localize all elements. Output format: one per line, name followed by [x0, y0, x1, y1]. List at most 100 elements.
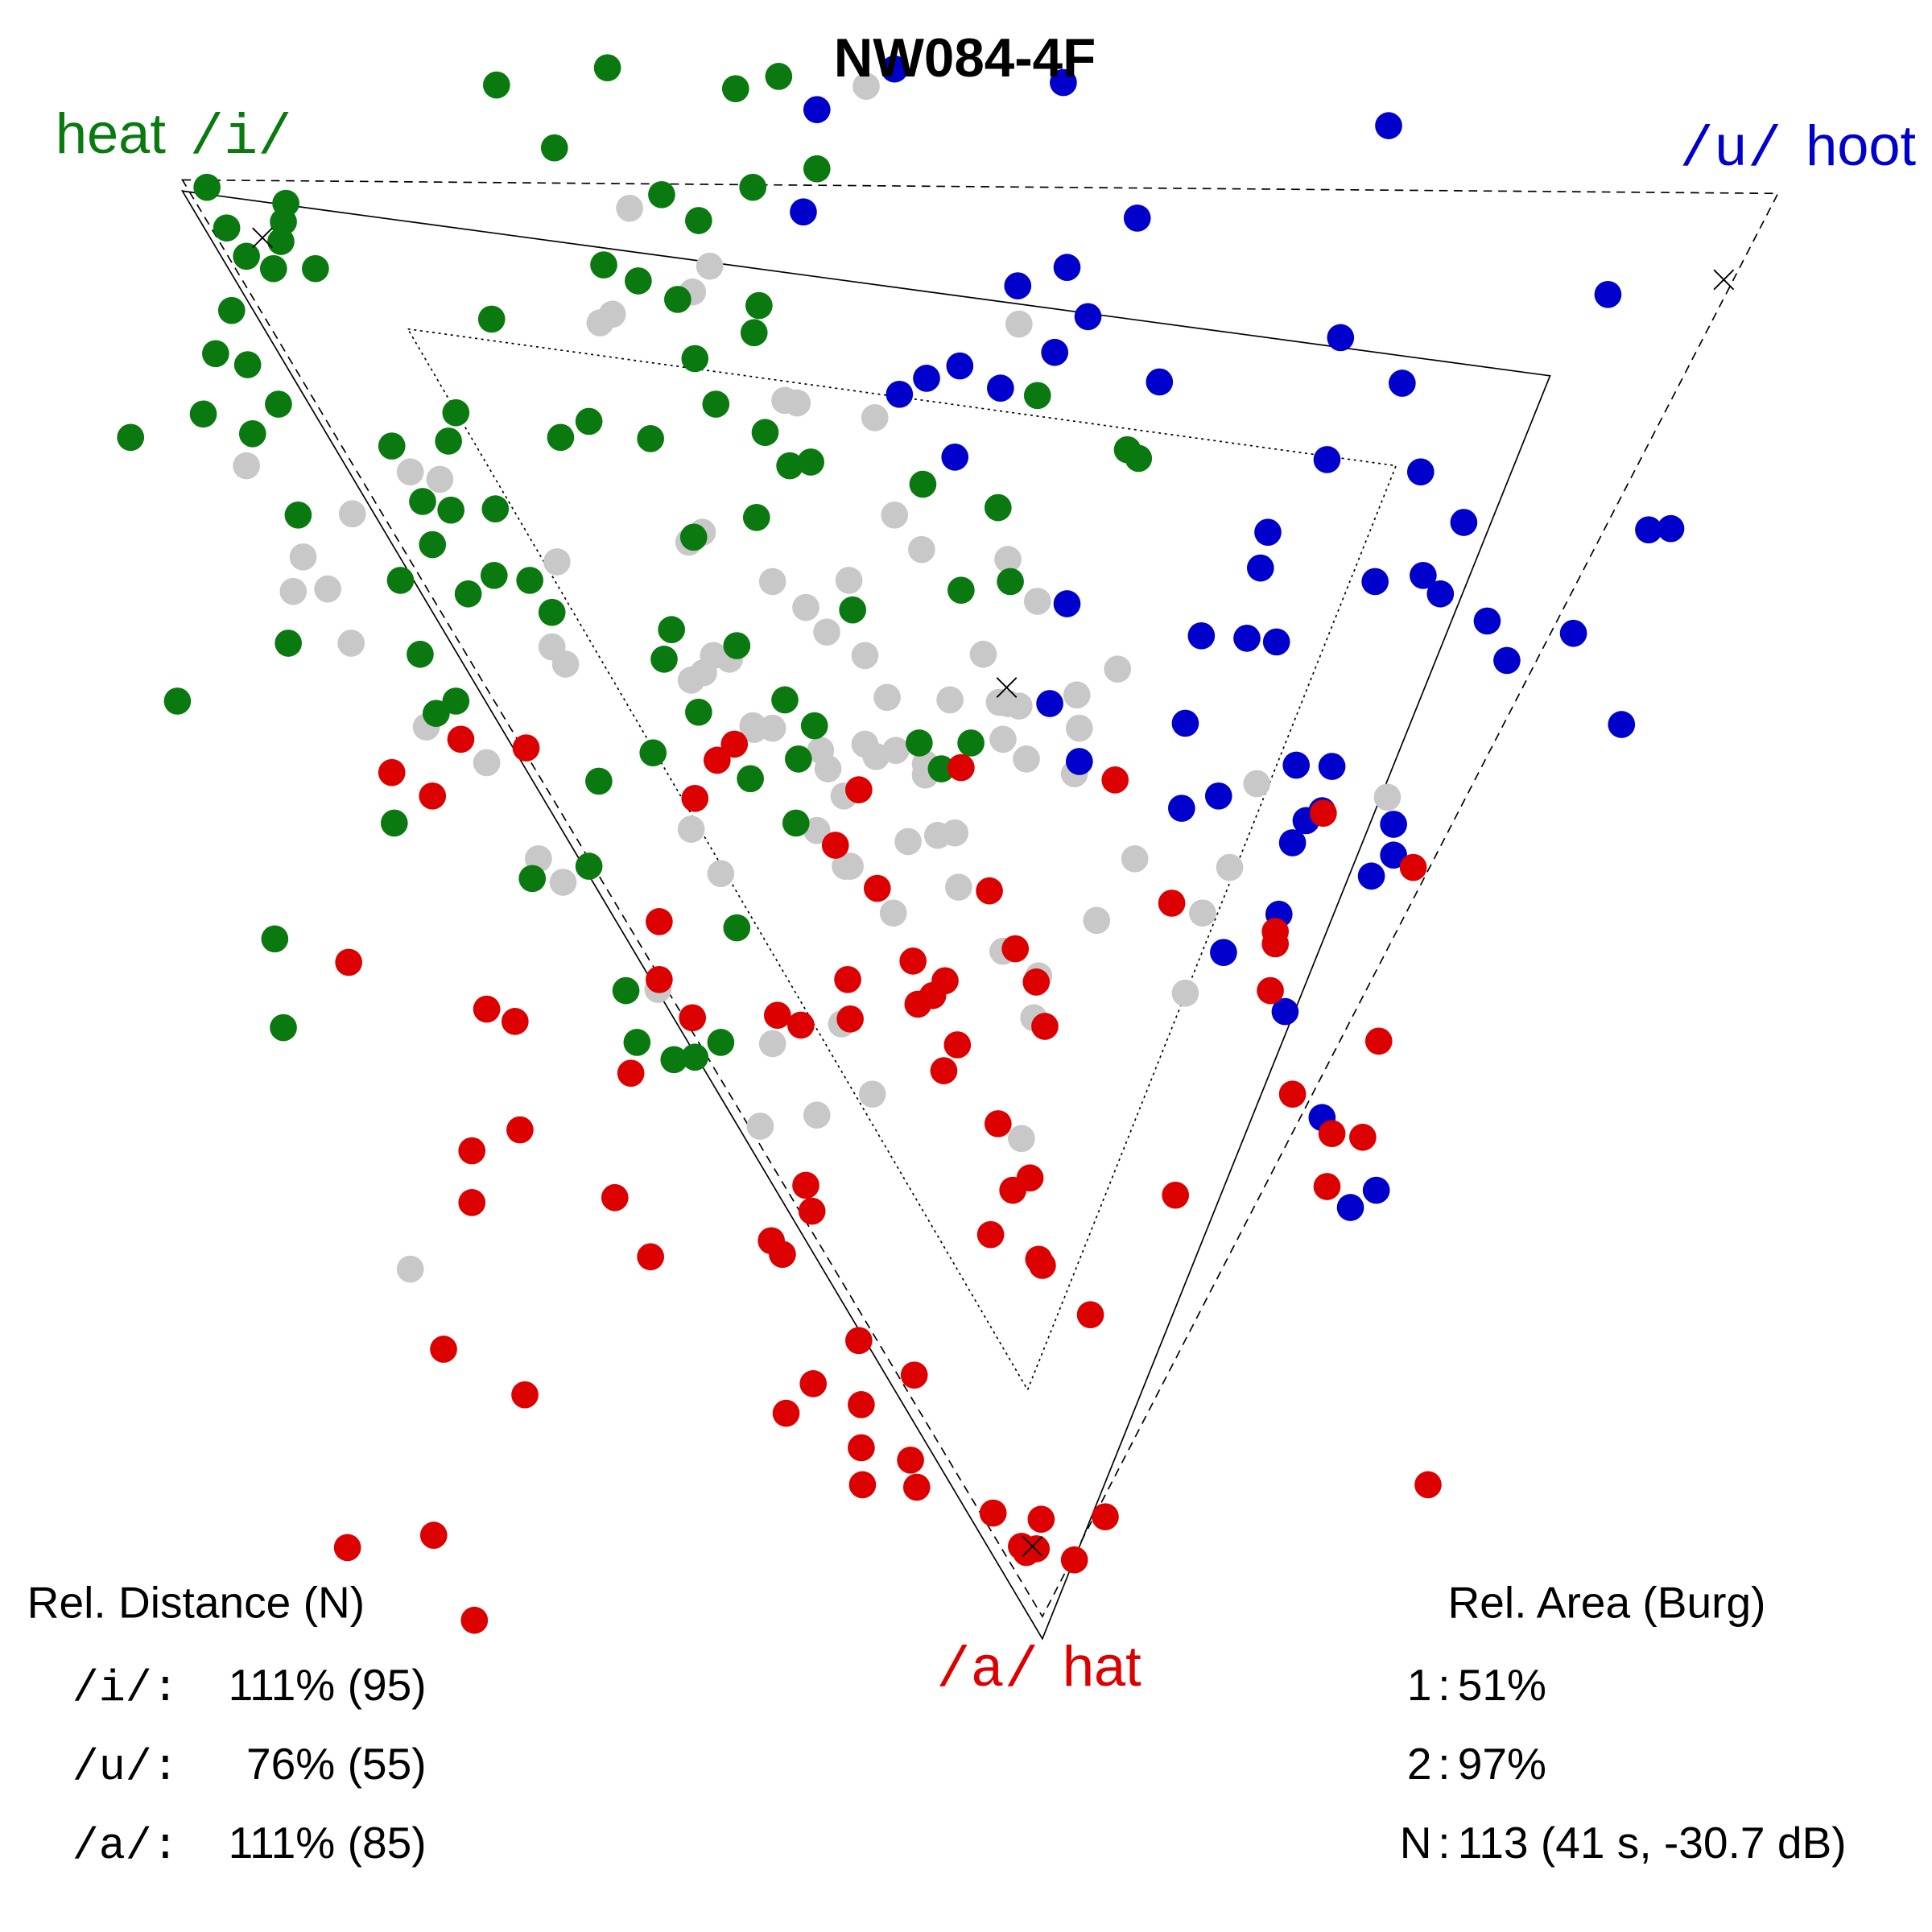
series-a-points	[333, 725, 1442, 1634]
point-i-22	[625, 267, 652, 295]
point-i-43	[481, 495, 510, 522]
point-u-11	[1327, 324, 1355, 352]
point-a-31	[787, 1011, 815, 1039]
point-a-51	[1076, 1301, 1104, 1328]
point-other-37	[337, 630, 365, 657]
point-u-42	[1282, 751, 1311, 779]
rel-distance-panel: Rel. Distance (N) /i/: 111% (95) /u/: 76…	[27, 1578, 427, 1872]
point-a-6	[681, 785, 709, 812]
point-i-83	[723, 914, 751, 942]
point-i-79	[742, 504, 770, 531]
point-a-3	[419, 782, 447, 810]
point-u-32	[1608, 711, 1636, 738]
point-other-5	[598, 300, 626, 328]
point-a-36	[930, 1057, 958, 1084]
point-a-18	[976, 877, 1003, 905]
point-other-53	[989, 725, 1017, 753]
point-other-17	[543, 548, 571, 576]
point-i-12	[302, 254, 329, 283]
point-other-68	[1121, 845, 1149, 873]
point-i-89	[681, 1043, 709, 1071]
point-i-51	[275, 630, 302, 657]
point-other-27	[813, 618, 840, 646]
point-i-9	[267, 228, 295, 255]
point-a-43	[1313, 1173, 1341, 1200]
point-a-50	[1029, 1252, 1056, 1279]
point-other-2	[696, 252, 724, 280]
point-a-78	[1060, 1546, 1088, 1574]
point-i-76	[1023, 382, 1051, 410]
rel-distance-value-a: 111% (85)	[229, 1818, 427, 1868]
point-u-37	[1036, 690, 1063, 717]
point-other-12	[426, 465, 454, 493]
point-other-8	[783, 389, 811, 417]
point-u-28	[1657, 514, 1685, 543]
point-i-4	[540, 134, 568, 162]
point-i-28	[745, 291, 773, 320]
point-i-44	[419, 530, 447, 559]
point-a-79	[1414, 1471, 1442, 1499]
point-i-33	[776, 452, 803, 480]
point-u-39	[1065, 748, 1093, 775]
point-u-38	[1171, 709, 1199, 737]
point-other-1	[616, 194, 643, 222]
point-a-59	[458, 1189, 486, 1216]
point-u-27	[1635, 516, 1662, 543]
point-a-42	[1349, 1123, 1377, 1151]
point-i-75	[909, 470, 937, 498]
point-i-63	[639, 739, 667, 767]
point-a-27	[473, 995, 501, 1023]
point-other-23	[908, 535, 935, 564]
point-i-88	[660, 1046, 688, 1074]
point-other-61	[677, 815, 705, 843]
point-a-1	[512, 734, 540, 762]
point-a-60	[506, 1116, 534, 1144]
point-a-56	[637, 1243, 664, 1271]
point-a-35	[943, 1031, 972, 1059]
point-i-73	[997, 568, 1024, 596]
point-a-70	[848, 1471, 877, 1499]
point-other-25	[1023, 588, 1051, 615]
rel-area-sep-1: :	[1438, 1660, 1450, 1710]
rel-area-key-2: 2	[1407, 1739, 1432, 1789]
point-i-78	[1125, 444, 1153, 473]
point-u-52	[1271, 997, 1299, 1026]
point-other-90	[396, 1255, 424, 1283]
point-u-36	[1262, 628, 1290, 656]
point-i-70	[957, 729, 985, 757]
point-u-54	[1362, 1176, 1390, 1204]
point-u-17	[987, 374, 1014, 402]
point-other-30	[1104, 655, 1132, 683]
point-u-26	[1426, 580, 1455, 608]
point-i-67	[782, 809, 810, 837]
point-u-34	[1187, 621, 1216, 650]
rel-distance-symbol-u: /u/:	[72, 1742, 179, 1793]
point-i-72	[947, 576, 975, 604]
point-u-3	[790, 198, 817, 226]
point-a-29	[679, 1004, 707, 1032]
point-i-20	[477, 305, 506, 333]
point-other-10	[233, 452, 260, 480]
point-i-37	[637, 425, 664, 452]
point-u-30	[1473, 607, 1501, 635]
vowel-center-markers	[252, 227, 1735, 1557]
point-other-88	[746, 1113, 774, 1140]
point-i-57	[685, 698, 712, 726]
point-i-32	[751, 419, 779, 447]
point-u-6	[1053, 254, 1081, 281]
vowel-triangles	[180, 179, 1780, 1641]
point-u-25	[1410, 561, 1437, 589]
point-a-44	[1162, 1181, 1190, 1209]
point-i-7	[270, 208, 297, 236]
point-i-14	[202, 340, 229, 368]
point-i-18	[117, 423, 145, 452]
point-i-27	[803, 155, 831, 183]
point-u-55	[1336, 1194, 1364, 1221]
point-a-66	[772, 1399, 800, 1427]
point-u-47	[1380, 811, 1407, 838]
point-i-80	[679, 523, 708, 551]
point-u-18	[941, 444, 969, 471]
point-u-46	[1278, 829, 1307, 857]
point-i-55	[723, 632, 751, 659]
